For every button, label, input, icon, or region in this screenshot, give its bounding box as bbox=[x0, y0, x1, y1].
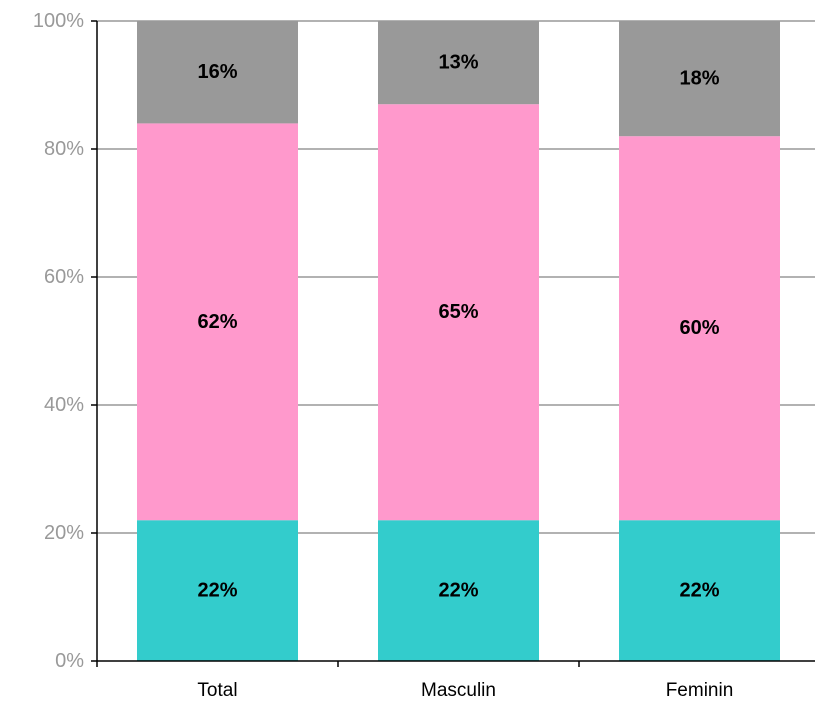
x-tick-label: Masculin bbox=[421, 680, 496, 701]
bar-segment bbox=[619, 520, 780, 661]
y-tick-label: 20% bbox=[44, 522, 84, 544]
y-tick-label: 100% bbox=[33, 10, 84, 32]
axes: 0% 20% 40% 60% 80% 100% Total Masculin Feminin bbox=[33, 10, 815, 701]
data-label: 65% bbox=[438, 301, 478, 323]
bar-segment bbox=[137, 21, 298, 124]
y-tick-label: 40% bbox=[44, 394, 84, 416]
data-label: 22% bbox=[197, 580, 237, 602]
bar-segment bbox=[378, 21, 539, 105]
bar-segment bbox=[619, 21, 780, 137]
data-label: 62% bbox=[197, 311, 237, 333]
data-label: 60% bbox=[679, 317, 719, 339]
data-label: 18% bbox=[679, 68, 719, 90]
data-label: 22% bbox=[438, 580, 478, 602]
data-labels: 22% 62% 16% 22% 65% 13% 22% 60% 18% bbox=[197, 52, 719, 602]
data-label: 16% bbox=[197, 61, 237, 83]
y-tick-label: 60% bbox=[44, 266, 84, 288]
y-tick-label: 0% bbox=[55, 650, 84, 672]
x-tick-label: Feminin bbox=[666, 680, 734, 701]
bar-segment bbox=[378, 520, 539, 661]
bar-segment bbox=[137, 123, 298, 521]
bar-segment bbox=[137, 520, 298, 661]
x-tick-label: Total bbox=[197, 680, 237, 701]
data-label: 22% bbox=[679, 580, 719, 602]
data-label: 13% bbox=[438, 52, 478, 74]
bar-segment bbox=[378, 104, 539, 521]
bars bbox=[137, 21, 780, 661]
bar-segment bbox=[619, 136, 780, 521]
y-tick-label: 80% bbox=[44, 138, 84, 160]
